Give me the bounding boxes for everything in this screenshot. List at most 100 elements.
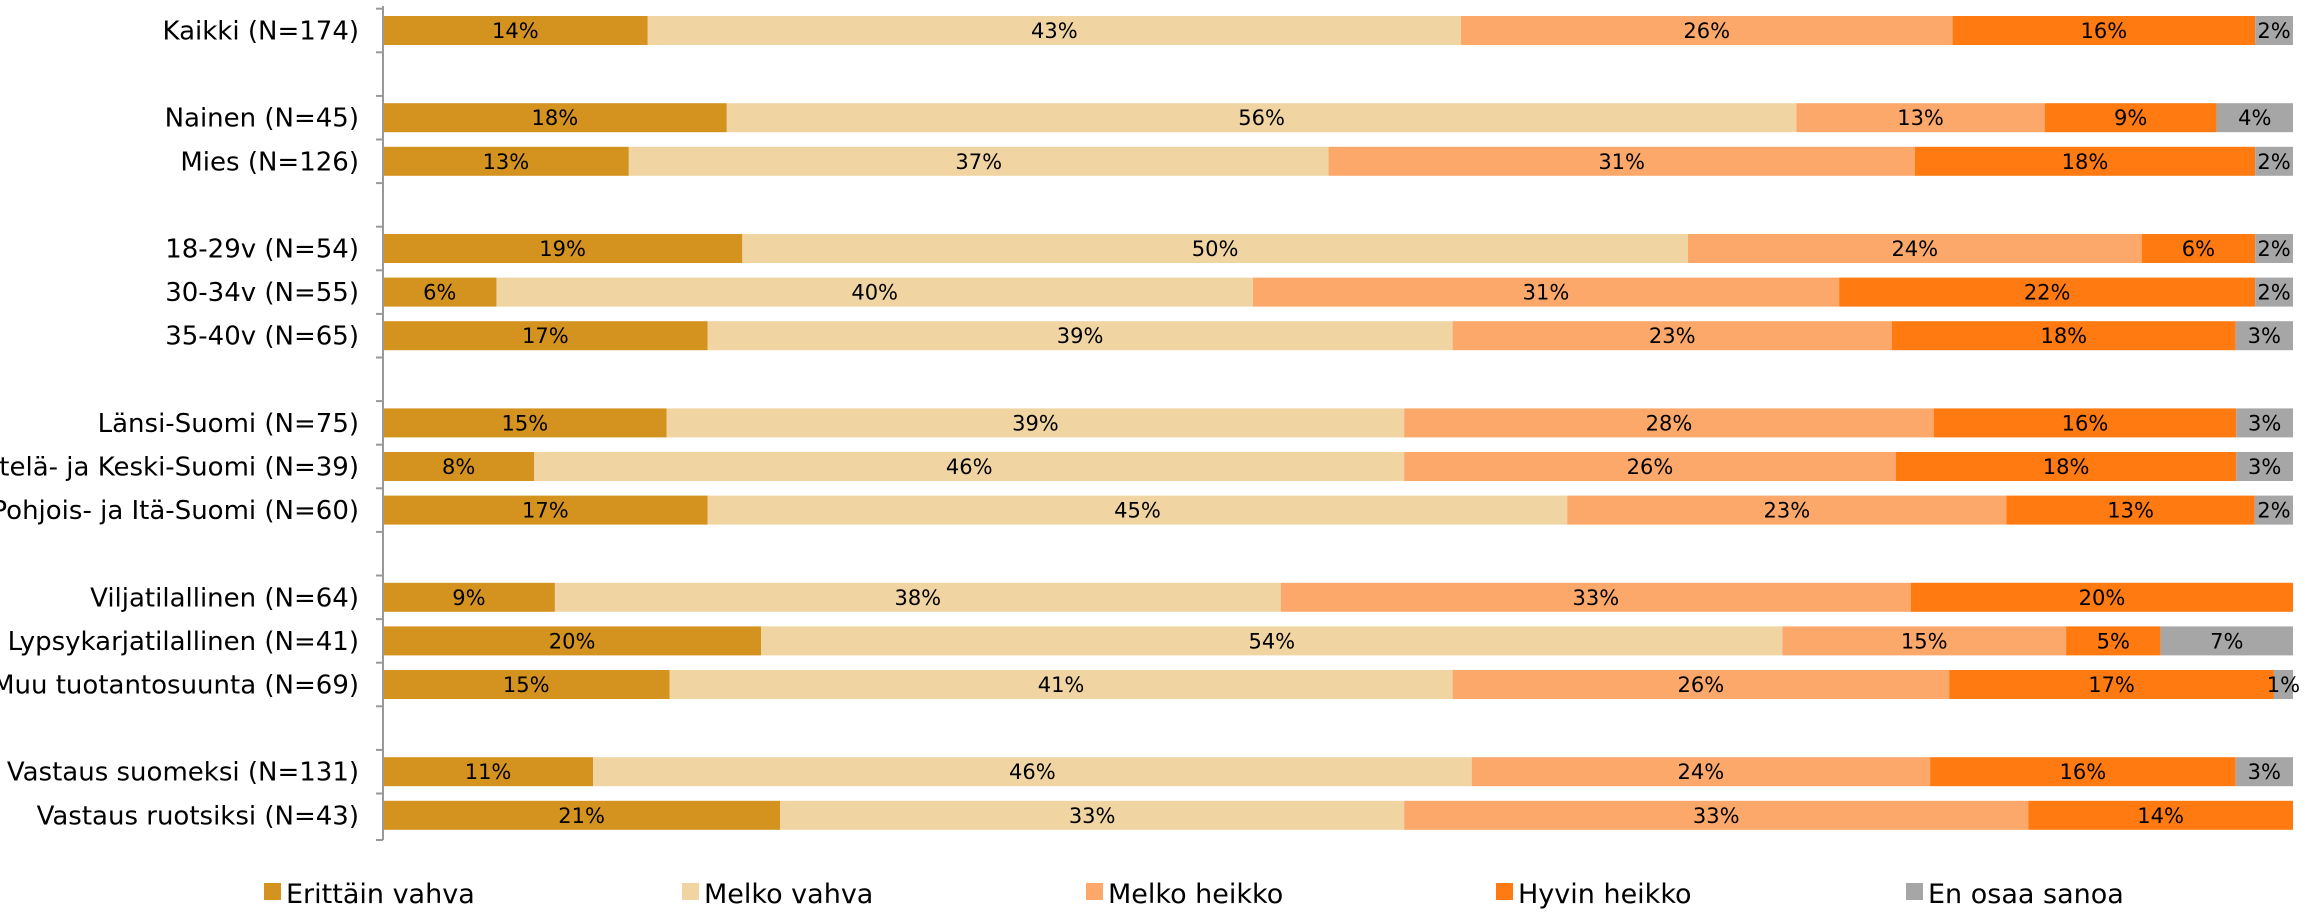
data-label: 33%	[1573, 586, 1620, 610]
legend-label: Melko heikko	[1108, 879, 1283, 910]
data-label: 31%	[1598, 150, 1645, 174]
legend-label: En osaa sanoa	[1928, 879, 2124, 910]
category-label: 35-40v (N=65)	[165, 322, 359, 352]
data-label: 23%	[1764, 499, 1811, 523]
data-label: 16%	[2062, 411, 2109, 435]
bar-segment	[1782, 626, 2067, 656]
data-label: 11%	[465, 760, 512, 784]
data-label: 5%	[2097, 629, 2130, 653]
bar-segment	[1796, 103, 2045, 133]
bar-segment	[383, 670, 670, 699]
bar-segment	[383, 408, 667, 438]
data-label: 3%	[2248, 455, 2281, 479]
bar-segment	[2255, 277, 2293, 307]
bar-segment	[1452, 670, 1950, 699]
bar-segment	[742, 234, 1688, 263]
legend-swatch	[264, 883, 281, 900]
data-label: 17%	[2088, 673, 2135, 697]
bar-segment	[2028, 800, 2293, 830]
bar-segment	[2044, 103, 2217, 133]
bar-segment	[383, 626, 762, 656]
bar-segment	[593, 757, 1472, 787]
data-label: 24%	[1891, 237, 1938, 261]
legend-swatch	[1906, 883, 1923, 900]
data-label: 16%	[2060, 760, 2107, 784]
bar-segment	[1930, 757, 2236, 787]
bar-segment	[1933, 408, 2237, 438]
data-label: 46%	[1009, 760, 1056, 784]
bar-segment	[1460, 16, 1953, 45]
data-label: 9%	[2114, 106, 2147, 130]
bar-segment	[1328, 146, 1915, 176]
legend-label: Erittäin vahva	[286, 879, 475, 910]
legend-swatch	[1496, 883, 1513, 900]
bar-segment	[383, 757, 594, 787]
data-label: 37%	[955, 150, 1002, 174]
data-label: 23%	[1649, 324, 1696, 348]
data-label: 41%	[1038, 673, 1085, 697]
category-label: Mies (N=126)	[180, 147, 359, 177]
data-label: 46%	[946, 455, 993, 479]
bar-segment	[1567, 495, 2007, 525]
bar-segment	[1404, 452, 1896, 481]
bar-segment	[383, 800, 781, 830]
data-label: 18%	[2062, 150, 2109, 174]
bar-segment	[780, 800, 1405, 830]
bar-segment	[2273, 670, 2293, 699]
data-label: 13%	[1897, 106, 1944, 130]
data-label: 2%	[2257, 499, 2290, 523]
bar-segment	[1471, 757, 1931, 787]
legend-swatch	[1086, 883, 1103, 900]
data-label: 26%	[1627, 455, 1674, 479]
bar-segment	[2141, 234, 2256, 263]
legend-label: Melko vahva	[704, 879, 873, 910]
bar-segment	[647, 16, 1461, 45]
data-label: 21%	[558, 804, 605, 828]
data-label: 14%	[2137, 804, 2184, 828]
bar-segment	[726, 103, 1797, 133]
category-label: Nainen (N=45)	[165, 104, 359, 134]
category-label: Muu tuotantosuunta (N=69)	[0, 671, 359, 701]
bar-segment	[1952, 16, 2256, 45]
bar-segment	[1404, 408, 1934, 438]
bar-segment	[1949, 670, 2274, 699]
data-label: 1%	[2267, 673, 2300, 697]
category-label: Lypsykarjatilallinen (N=41)	[8, 627, 359, 657]
bar-segment	[2254, 495, 2293, 525]
category-label: Kaikki (N=174)	[163, 17, 360, 47]
bar-segment	[666, 408, 1405, 438]
bar-segment	[2235, 757, 2293, 787]
data-label: 20%	[2079, 586, 2126, 610]
category-axis	[376, 6, 384, 841]
category-label: Viljatilallinen (N=64)	[90, 583, 359, 613]
category-label: Vastaus ruotsiksi (N=43)	[37, 801, 359, 831]
bar-segment	[554, 582, 1281, 612]
data-label: 17%	[522, 499, 569, 523]
bar-segment	[2255, 16, 2293, 45]
data-label: 19%	[539, 237, 586, 261]
bar-segment	[383, 277, 497, 307]
bar-segment	[1252, 277, 1840, 307]
legend: Erittäin vahva Melko vahva Melko heikko Hyv…	[264, 879, 2124, 910]
bar-segment	[383, 234, 743, 263]
data-label: 7%	[2210, 629, 2243, 653]
data-label: 38%	[894, 586, 941, 610]
data-label: 56%	[1238, 106, 1285, 130]
data-label: 15%	[1901, 629, 1948, 653]
bar-segment	[534, 452, 1405, 481]
bar-segment	[383, 495, 708, 525]
bar-segment	[383, 452, 535, 481]
bar-segment	[1687, 234, 2142, 263]
category-label: Vastaus suomeksi (N=131)	[7, 758, 359, 788]
bar-segment	[2235, 321, 2293, 351]
bar-segment	[1280, 582, 1911, 612]
data-label: 50%	[1192, 237, 1239, 261]
data-label: 31%	[1523, 281, 1570, 305]
data-label: 28%	[1646, 411, 1693, 435]
data-label: 15%	[503, 673, 550, 697]
legend-label: Hyvin heikko	[1518, 879, 1692, 910]
bar-segment	[2236, 452, 2293, 481]
bar-segment	[383, 16, 648, 45]
bar-segment	[761, 626, 1783, 656]
